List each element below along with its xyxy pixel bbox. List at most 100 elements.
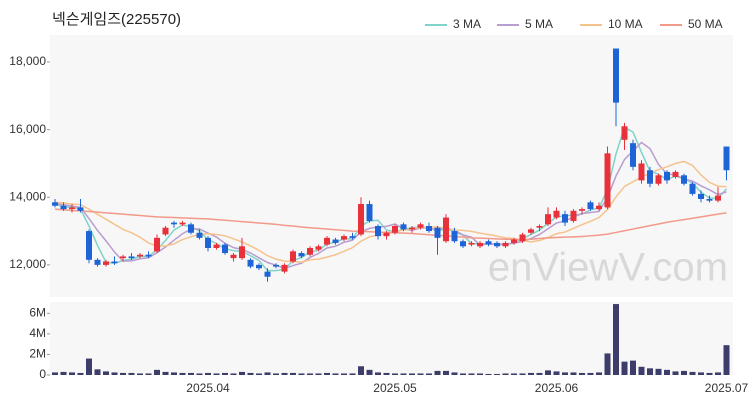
candle-body xyxy=(307,247,313,255)
candle-body xyxy=(120,256,126,259)
volume-bar xyxy=(596,372,602,375)
volume-bar xyxy=(536,372,543,375)
candle-body xyxy=(604,153,611,208)
volume-bar xyxy=(145,373,152,375)
volume-bar xyxy=(111,372,118,375)
watermark: enViewV.com xyxy=(488,246,728,290)
volume-bar xyxy=(468,373,475,375)
legend-label: 5 MA xyxy=(525,17,553,31)
candle-body xyxy=(94,259,101,265)
candle-body xyxy=(468,242,475,245)
candle-body xyxy=(502,242,509,247)
volume-bar xyxy=(460,373,466,375)
candle-body xyxy=(698,193,704,199)
candle-body xyxy=(485,241,492,245)
candle-body xyxy=(477,242,483,247)
candle-body xyxy=(596,205,602,210)
candle-body xyxy=(264,271,271,277)
candle-body xyxy=(587,202,594,210)
candle-body xyxy=(528,229,534,233)
candle-body xyxy=(443,217,449,242)
volume-bar xyxy=(706,372,713,375)
y-tick-label: 4M xyxy=(29,326,46,340)
volume-bar xyxy=(655,368,662,375)
candle-body xyxy=(621,126,628,140)
candle-body xyxy=(281,264,288,272)
candle-body xyxy=(655,175,662,184)
y-tick-label: 2M xyxy=(29,347,46,361)
candle-body xyxy=(111,261,118,264)
volume-bar xyxy=(358,366,364,375)
candle-body xyxy=(672,171,679,177)
volume-bar xyxy=(69,372,75,375)
ma-line xyxy=(54,126,728,272)
candle-body xyxy=(69,207,75,210)
volume-bar xyxy=(307,373,313,375)
candle-body xyxy=(451,231,458,242)
candle-body xyxy=(290,251,296,262)
y-tick-label: 0 xyxy=(39,367,46,381)
volume-bar xyxy=(604,353,611,375)
candle-body xyxy=(375,226,381,237)
candle-body xyxy=(630,143,636,167)
candle-body xyxy=(494,242,500,247)
volume-bar xyxy=(392,373,398,375)
volume-bar xyxy=(332,373,339,375)
candle-body xyxy=(341,236,347,240)
volume-bar xyxy=(647,368,653,375)
volume-bar xyxy=(341,373,347,375)
candle-body xyxy=(647,170,653,184)
volume-bar xyxy=(315,373,322,375)
chart-title: 넥슨게임즈(225570) xyxy=(52,11,181,28)
candle-body xyxy=(681,175,687,184)
volume-bar xyxy=(570,372,577,375)
volume-bar xyxy=(281,372,288,375)
candle-body xyxy=(400,224,407,230)
volume-bar xyxy=(477,373,483,375)
candle-body xyxy=(315,246,322,250)
candle-body xyxy=(188,224,194,233)
candle-body xyxy=(52,202,58,206)
candle-body xyxy=(154,237,160,252)
y-tick-label: 6M xyxy=(29,305,46,319)
volume-bar xyxy=(485,373,492,375)
volume-bar xyxy=(502,373,509,375)
volume-bar xyxy=(664,369,670,375)
x-tick-label: 2025.06 xyxy=(535,381,579,395)
volume-bar xyxy=(137,373,143,375)
legend-label: 50 MA xyxy=(688,17,723,31)
candle-body xyxy=(332,239,339,243)
volume-bar xyxy=(383,372,390,375)
candle-body xyxy=(426,226,432,232)
candle-body xyxy=(553,210,560,218)
candle-body xyxy=(145,254,152,257)
candle-body xyxy=(706,198,713,201)
volume-bar xyxy=(579,372,585,375)
candle-body xyxy=(409,227,415,230)
volume-bar xyxy=(519,373,526,375)
volume-bar xyxy=(409,373,415,375)
volume-bar xyxy=(545,370,551,375)
volume-bar xyxy=(222,372,228,375)
candle-body xyxy=(613,48,619,103)
candle-body xyxy=(86,231,92,260)
candle-body xyxy=(247,259,254,267)
volume-bar xyxy=(94,369,101,375)
volume-bar xyxy=(120,372,126,375)
x-tick-label: 2025.05 xyxy=(373,381,417,395)
volume-bar xyxy=(196,373,203,375)
volume-bar xyxy=(179,372,186,375)
volume-bar xyxy=(162,371,169,375)
legend-label: 10 MA xyxy=(608,17,643,31)
y-tick-label: 16,000 xyxy=(9,122,46,136)
volume-bar xyxy=(213,373,220,375)
candle-body xyxy=(60,205,67,210)
candle-body xyxy=(162,227,169,235)
volume-bar xyxy=(672,371,679,375)
volume-bar xyxy=(587,372,594,375)
volume-bar xyxy=(528,372,534,375)
candle-body xyxy=(562,214,568,223)
volume-panel xyxy=(50,302,733,375)
volume-bar xyxy=(451,372,458,375)
candle-body xyxy=(417,224,424,228)
